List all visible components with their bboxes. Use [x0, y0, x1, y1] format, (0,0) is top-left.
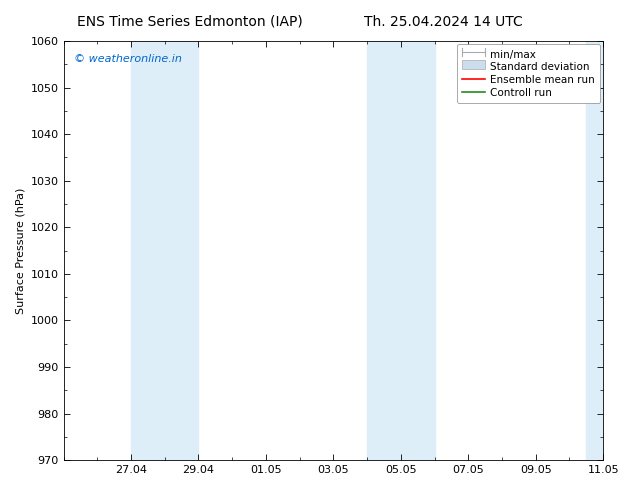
Text: © weatheronline.in: © weatheronline.in — [74, 53, 182, 64]
Bar — [367, 41, 434, 460]
Bar — [586, 41, 634, 460]
Bar — [131, 41, 198, 460]
Text: Th. 25.04.2024 14 UTC: Th. 25.04.2024 14 UTC — [365, 15, 523, 29]
Y-axis label: Surface Pressure (hPa): Surface Pressure (hPa) — [15, 187, 25, 314]
Text: ENS Time Series Edmonton (IAP): ENS Time Series Edmonton (IAP) — [77, 15, 303, 29]
Legend: min/max, Standard deviation, Ensemble mean run, Controll run: min/max, Standard deviation, Ensemble me… — [456, 44, 600, 103]
